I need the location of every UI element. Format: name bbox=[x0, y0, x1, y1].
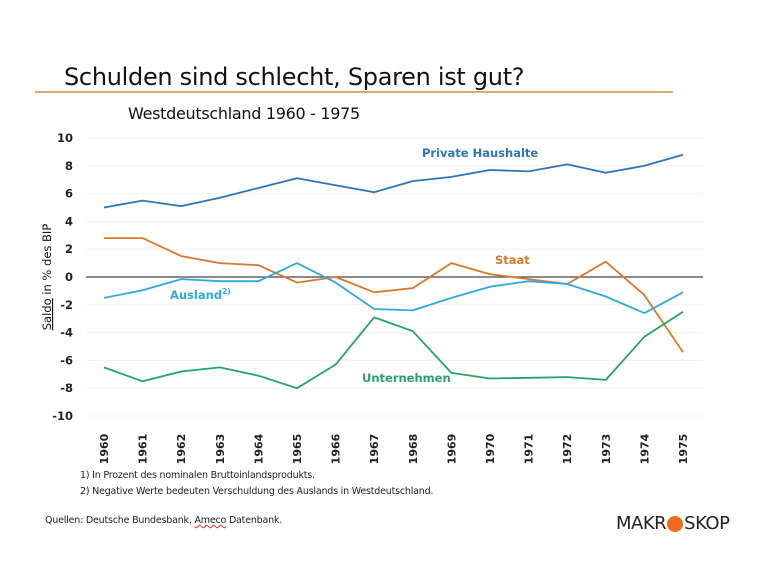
makroskop-logo: MAKR SKOP bbox=[616, 513, 730, 534]
y-tick-label: 0 bbox=[65, 270, 73, 284]
footnote-1: 1) In Prozent des nominalen Bruttoinland… bbox=[80, 470, 315, 481]
series-label: Ausland2) bbox=[170, 287, 231, 302]
x-tick-label: 1964 bbox=[252, 433, 265, 464]
y-axis-label-word: Saldo bbox=[40, 298, 54, 330]
series-line-staat bbox=[104, 237, 684, 353]
logo-text-left: MAKR bbox=[616, 513, 667, 534]
y-axis-label: Saldo in % des BIP bbox=[40, 224, 54, 331]
series-label-footnote-marker: 2) bbox=[222, 287, 231, 296]
x-tick-label: 1972 bbox=[561, 434, 574, 465]
y-axis-label-rest: in % des BIP bbox=[40, 224, 54, 299]
series-label: Private Haushalte bbox=[422, 146, 538, 160]
series-line-unternehmen bbox=[103, 311, 684, 390]
footnote-2: 2) Negative Werte bedeuten Verschuldung … bbox=[80, 486, 434, 497]
title-divider bbox=[35, 91, 673, 93]
y-tick-label: 8 bbox=[65, 159, 73, 173]
series-line-private-haushalte bbox=[103, 153, 684, 209]
sources-prefix: Quellen: Deutsche Bundesbank, bbox=[45, 515, 195, 526]
x-tick-label: 1962 bbox=[175, 434, 188, 465]
sources-ameco: Ameco bbox=[194, 515, 227, 526]
x-tick-label: 1973 bbox=[600, 434, 613, 465]
y-tick-label: 10 bbox=[57, 131, 73, 145]
y-tick-label: -4 bbox=[60, 326, 73, 340]
series-lines bbox=[103, 153, 684, 390]
x-tick-label: 1971 bbox=[523, 434, 536, 465]
y-axis-ticks: 10 8 6 4 2 0 -2 -4 -6 -8 -10 bbox=[52, 131, 73, 423]
y-tick-label: -10 bbox=[52, 409, 73, 423]
series-label-text: Ausland bbox=[170, 288, 222, 302]
gridlines bbox=[86, 137, 703, 417]
series-label: Staat bbox=[495, 253, 530, 267]
x-tick-label: 1970 bbox=[484, 433, 497, 464]
y-tick-label: -8 bbox=[60, 381, 73, 395]
x-tick-label: 1969 bbox=[445, 434, 458, 465]
x-tick-label: 1966 bbox=[330, 433, 343, 464]
y-tick-label: 6 bbox=[65, 187, 73, 201]
series-label-text: Unternehmen bbox=[362, 371, 451, 385]
series-line-ausland bbox=[103, 262, 684, 315]
logo-text-right: SKOP bbox=[684, 513, 730, 534]
series-label-text: Private Haushalte bbox=[422, 146, 538, 160]
x-tick-label: 1967 bbox=[368, 434, 381, 465]
series-label: Unternehmen bbox=[362, 371, 451, 385]
logo-dot-icon bbox=[667, 515, 684, 532]
x-tick-label: 1963 bbox=[214, 434, 227, 465]
slide-title: Schulden sind schlecht, Sparen ist gut? bbox=[64, 63, 525, 91]
x-tick-label: 1961 bbox=[137, 434, 150, 465]
sources-suffix: Datenbank. bbox=[226, 515, 283, 526]
y-tick-label: 4 bbox=[65, 214, 73, 228]
x-tick-label: 1965 bbox=[291, 434, 304, 465]
x-tick-label: 1968 bbox=[407, 434, 420, 465]
x-tick-label: 1975 bbox=[677, 434, 690, 465]
y-tick-label: -2 bbox=[60, 298, 73, 312]
x-tick-label: 1960 bbox=[98, 433, 111, 464]
y-tick-label: -6 bbox=[60, 353, 73, 367]
chart-subtitle: Westdeutschland 1960 - 1975 bbox=[128, 104, 360, 123]
y-tick-label: 2 bbox=[65, 242, 73, 256]
series-labels: Private Haushalte Staat Ausland2) Unternehm… bbox=[170, 146, 538, 385]
series-label-text: Staat bbox=[495, 253, 530, 267]
x-tick-label: 1974 bbox=[638, 433, 651, 464]
sources-note: Quellen: Deutsche Bundesbank, Ameco Date… bbox=[45, 515, 282, 526]
x-axis-ticks: 1960 1961 1962 1963 1964 1965 1966 1967 1968 1969… bbox=[98, 433, 690, 464]
